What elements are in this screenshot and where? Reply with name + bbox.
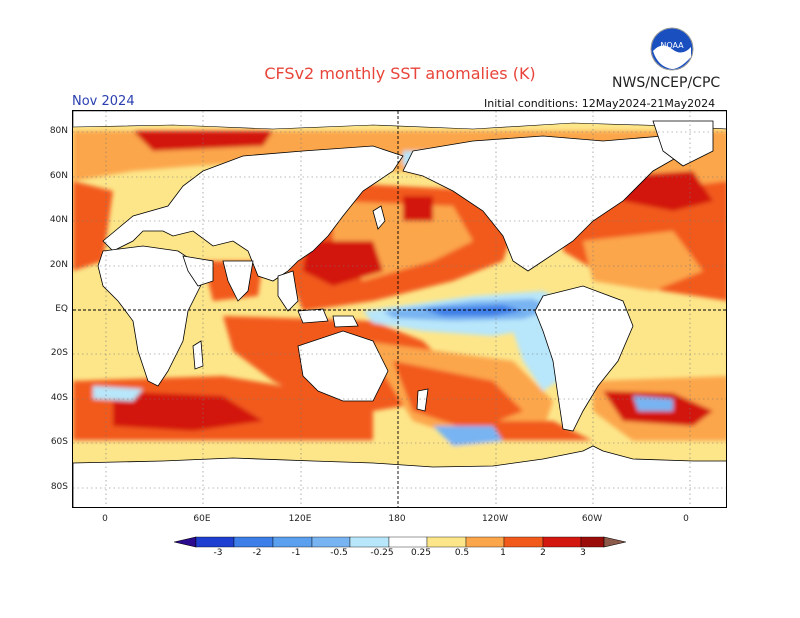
x-tick-120w: 120W [481, 514, 509, 524]
colorbar-tick: 0.25 [410, 548, 432, 558]
x-tick-0-left: 0 [102, 514, 108, 524]
x-tick-60w: 60W [581, 514, 603, 524]
agency-label: NWS/NCEP/CPC [612, 75, 721, 91]
colorbar-tick: 1 [500, 548, 506, 558]
colorbar-tick: -0.5 [330, 548, 348, 558]
x-tick-120e: 120E [288, 514, 312, 524]
y-tick-20s: 20S [50, 348, 68, 358]
y-tick-80s: 80S [50, 482, 68, 492]
colorbar [174, 536, 626, 548]
initial-conditions: Initial conditions: 12May2024-21May2024 [484, 97, 716, 110]
y-tick-60n: 60N [49, 171, 68, 181]
y-tick-60s: 60S [50, 437, 68, 447]
forecast-month: Nov 2024 [72, 94, 135, 109]
colorbar-tick: -2 [252, 548, 262, 558]
colorbar-arrow-left [174, 536, 197, 548]
noaa-logo-icon: NOAA [650, 27, 694, 71]
y-tick-80n: 80N [49, 126, 68, 136]
y-tick-20n: 20N [49, 260, 68, 270]
colorbar-segment [465, 536, 505, 548]
y-tick-40s: 40S [50, 393, 68, 403]
y-tick-40n: 40N [49, 215, 68, 225]
colorbar-segment [349, 536, 390, 548]
colorbar-segment [311, 536, 351, 548]
colorbar-segment [195, 536, 235, 548]
colorbar-segment [503, 536, 544, 548]
x-tick-60e: 60E [193, 514, 211, 524]
colorbar-tick: -0.25 [370, 548, 394, 558]
y-tick-eq: EQ [55, 304, 68, 314]
colorbar-tick: 3 [580, 548, 586, 558]
colorbar-tick: 0.5 [454, 548, 470, 558]
colorbar-segment [580, 536, 605, 548]
colorbar-tick: 2 [540, 548, 546, 558]
colorbar-arrow-right [603, 536, 626, 548]
colorbar-segment [272, 536, 313, 548]
colorbar-tick: -1 [291, 548, 301, 558]
colorbar-segment [233, 536, 274, 548]
colorbar-segment [426, 536, 467, 548]
x-tick-180: 180 [388, 514, 406, 524]
chart-title: CFSv2 monthly SST anomalies (K) [264, 64, 536, 83]
colorbar-tick: -3 [213, 548, 223, 558]
x-tick-0-right: 0 [683, 514, 689, 524]
svg-text:NOAA: NOAA [660, 41, 684, 50]
sst-anomaly-map [72, 110, 727, 508]
colorbar-segment [542, 536, 582, 548]
colorbar-segment [388, 536, 428, 548]
